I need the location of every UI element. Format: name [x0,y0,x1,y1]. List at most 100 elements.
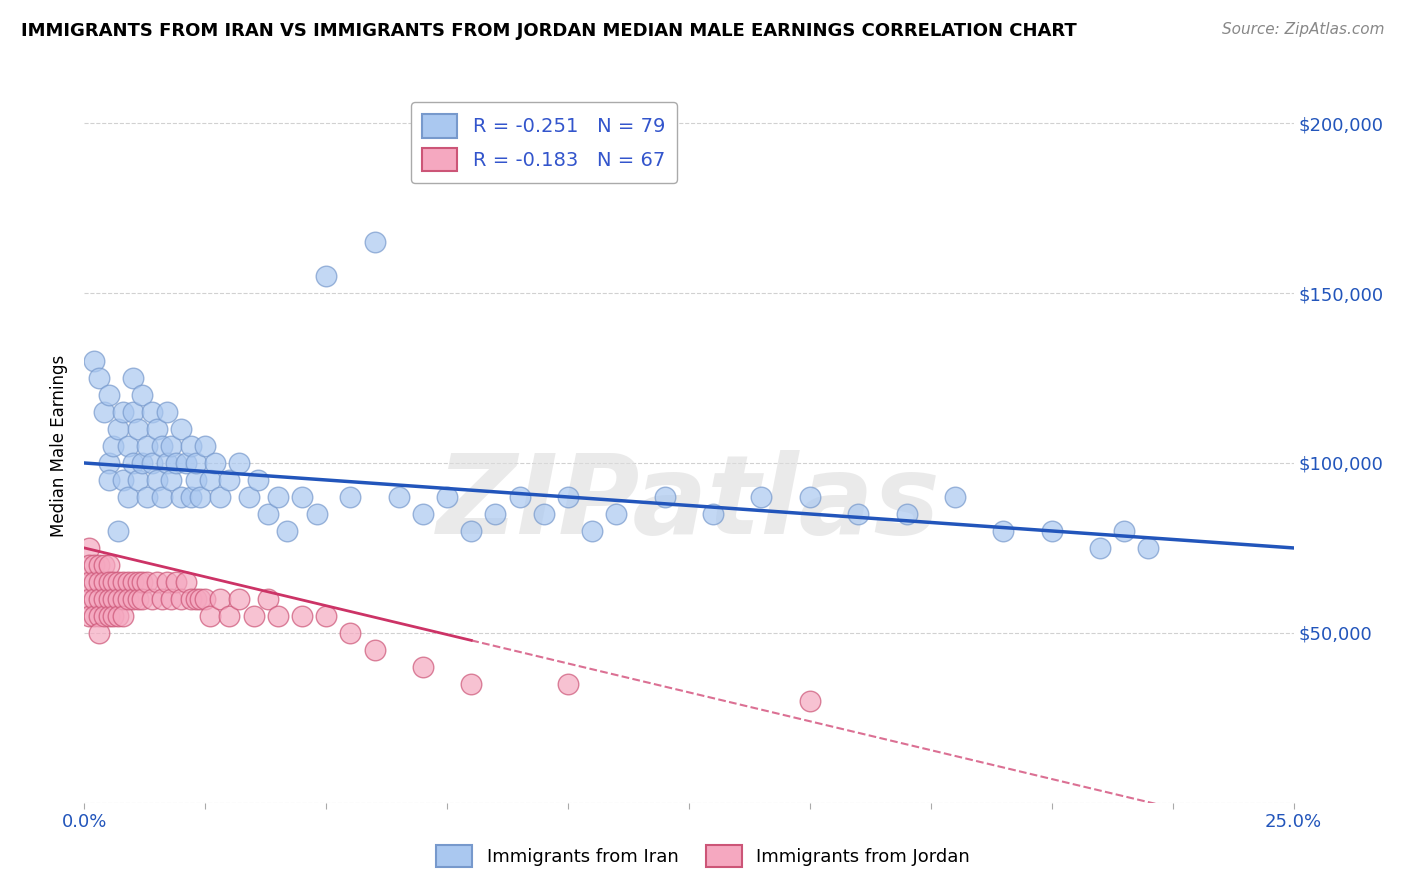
Point [117,490,139,504]
Point [208,490,231,504]
Legend: Immigrants from Iran, Immigrants from Jordan: Immigrants from Iran, Immigrants from Jo… [429,838,977,874]
Point [97,473,120,487]
Point [291,490,314,504]
Point [160,439,183,453]
Point [107,574,129,589]
Point [557,490,579,504]
Point [93,574,115,589]
Point [305,507,328,521]
Point [228,456,250,470]
Point [155,405,177,419]
Point [198,473,221,487]
Point [127,422,149,436]
Point [97,388,120,402]
Point [83,558,105,572]
Point [436,490,458,504]
Point [87,608,110,623]
Point [218,473,240,487]
Point [97,574,120,589]
Point [83,354,105,368]
Point [121,405,143,419]
Point [131,388,153,402]
Point [136,439,159,453]
Point [141,456,163,470]
Point [509,490,531,504]
Point [146,574,169,589]
Point [136,490,159,504]
Y-axis label: Median Male Earnings: Median Male Earnings [51,355,69,537]
Point [97,608,120,623]
Point [315,269,337,284]
Point [97,456,120,470]
Point [103,439,125,453]
Point [484,507,506,521]
Point [97,558,120,572]
Point [127,574,149,589]
Point [257,591,280,606]
Point [112,591,135,606]
Point [146,422,169,436]
Point [412,660,434,674]
Point [654,490,676,504]
Point [339,490,361,504]
Point [180,591,202,606]
Point [131,574,153,589]
Point [605,507,627,521]
Point [190,591,212,606]
Point [127,591,149,606]
Point [1114,524,1136,538]
Point [121,371,143,385]
Point [896,507,918,521]
Point [121,456,143,470]
Point [1040,524,1063,538]
Point [107,524,129,538]
Point [581,524,603,538]
Point [174,456,197,470]
Point [127,473,149,487]
Point [846,507,869,521]
Point [121,574,143,589]
Point [103,608,125,623]
Point [160,473,183,487]
Point [112,574,135,589]
Point [557,677,579,691]
Point [131,456,153,470]
Point [77,608,100,623]
Point [155,574,177,589]
Point [194,439,217,453]
Point [276,524,298,538]
Point [267,608,290,623]
Point [412,507,434,521]
Point [112,608,135,623]
Point [228,591,250,606]
Point [315,608,337,623]
Point [184,591,207,606]
Point [83,591,105,606]
Point [363,235,385,249]
Point [107,608,129,623]
Point [257,507,280,521]
Point [77,541,100,555]
Point [165,456,187,470]
Point [141,591,163,606]
Point [146,473,169,487]
Point [150,591,173,606]
Point [93,405,115,419]
Point [165,574,187,589]
Point [77,574,100,589]
Point [141,405,163,419]
Point [107,422,129,436]
Legend: R = -0.251   N = 79, R = -0.183   N = 67: R = -0.251 N = 79, R = -0.183 N = 67 [411,103,676,183]
Point [460,524,482,538]
Point [150,490,173,504]
Point [87,558,110,572]
Point [117,591,139,606]
Point [194,591,217,606]
Point [112,473,135,487]
Point [799,490,821,504]
Text: ZIPatlas: ZIPatlas [437,450,941,557]
Point [160,591,183,606]
Point [184,456,207,470]
Point [238,490,260,504]
Point [93,558,115,572]
